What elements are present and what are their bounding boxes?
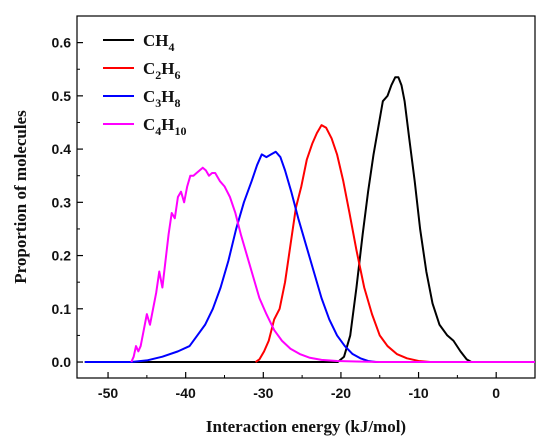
- x-tick-label: -10: [408, 385, 428, 401]
- series-line-ch4: [84, 76, 535, 364]
- legend-subscript: 8: [175, 96, 181, 110]
- legend-subscript: 4: [169, 40, 175, 54]
- y-tick-label: 0.6: [52, 35, 72, 51]
- legend-subscript: 6: [175, 68, 181, 82]
- legend-label-ch4: CH4: [143, 31, 175, 54]
- y-tick-label: 0.2: [52, 248, 72, 264]
- legend-text-part: C: [143, 87, 155, 106]
- series-line-c4h10: [130, 166, 535, 364]
- legend-text-part: C: [143, 59, 155, 78]
- series-line-c2h6: [254, 124, 535, 364]
- legend-label-c3h8: C3H8: [143, 87, 181, 110]
- x-axis: -50 -40 -30 -20 -10 0: [98, 372, 536, 401]
- plot-frame: [76, 15, 536, 379]
- x-tick-label: -30: [253, 385, 273, 401]
- y-tick-label: 0.0: [52, 354, 72, 370]
- x-tick-label: -40: [176, 385, 196, 401]
- legend-subscript: 3: [155, 96, 161, 110]
- legend-text-part: C: [143, 115, 155, 134]
- series-layer: [84, 76, 535, 364]
- legend-subscript: 10: [175, 124, 187, 138]
- legend-text-part: H: [161, 59, 174, 78]
- legend-subscript: 4: [155, 124, 161, 138]
- x-axis-title: Interaction energy (kJ/mol): [206, 417, 406, 436]
- x-tick-label: -50: [98, 385, 118, 401]
- legend-subscript: 2: [155, 68, 161, 82]
- x-tick-label: 0: [492, 385, 500, 401]
- series-line-c3h8: [84, 150, 535, 364]
- legend-text-part: H: [161, 87, 174, 106]
- y-tick-label: 0.4: [52, 141, 72, 157]
- legend-text-part: CH: [143, 31, 169, 50]
- y-tick-label: 0.5: [52, 88, 72, 104]
- legend-text-part: H: [161, 115, 174, 134]
- legend-label-c4h10: C4H10: [143, 115, 187, 138]
- y-axis: 0.0 0.1 0.2 0.3 0.4 0.5 0.6: [52, 15, 83, 370]
- y-tick-label: 0.1: [52, 301, 72, 317]
- y-axis-title: Proportion of molecules: [11, 110, 30, 284]
- y-tick-label: 0.3: [52, 194, 72, 210]
- legend-label-c2h6: C2H6: [143, 59, 181, 82]
- x-tick-label: -20: [331, 385, 351, 401]
